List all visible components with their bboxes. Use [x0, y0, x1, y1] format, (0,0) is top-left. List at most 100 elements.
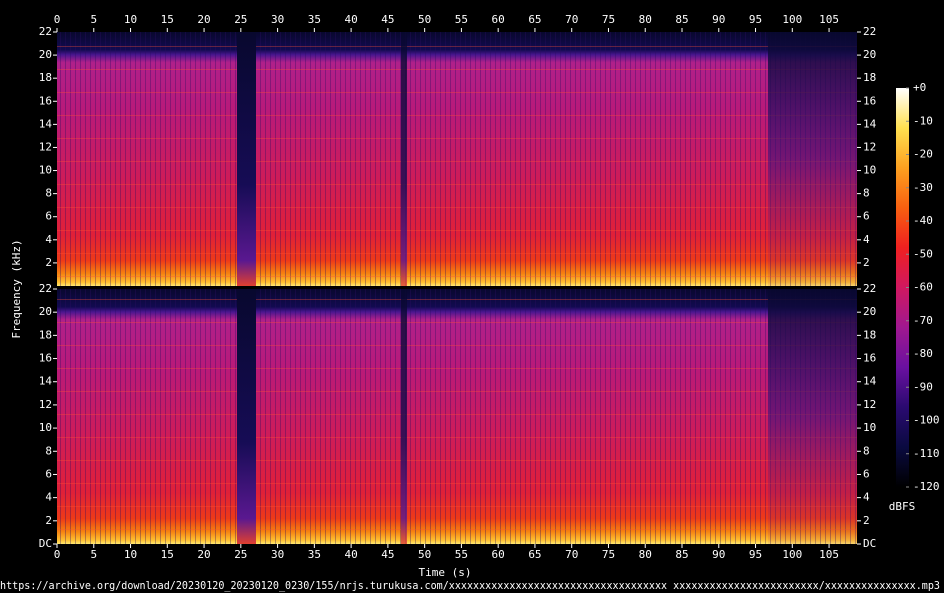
y-tick-label: DC — [863, 537, 876, 550]
x-tick-label: 30 — [271, 13, 284, 26]
x-tick-label: 50 — [418, 548, 431, 561]
y-tick-label: 18 — [39, 328, 52, 341]
y-tick-label: 16 — [863, 94, 876, 107]
x-tick-label: 45 — [381, 13, 394, 26]
x-tick-label: 10 — [124, 548, 137, 561]
x-tick-label: 60 — [492, 13, 505, 26]
y-tick-label: 22 — [863, 25, 876, 38]
x-tick-label: 0 — [54, 548, 61, 561]
x-tick-label: 40 — [344, 13, 357, 26]
colorbar-tick-label: -90 — [913, 380, 933, 393]
x-tick-label: 0 — [54, 13, 61, 26]
x-tick-label: 70 — [565, 548, 578, 561]
y-tick-label: 8 — [863, 187, 870, 200]
y-tick-label: 20 — [39, 48, 52, 61]
y-tick-label: 12 — [39, 140, 52, 153]
y-tick-label: 6 — [863, 210, 870, 223]
colorbar-tick-label: -30 — [913, 181, 933, 194]
y-tick-label: 22 — [39, 282, 52, 295]
colorbar-tick-label: -50 — [913, 247, 933, 260]
x-tick-label: 25 — [234, 548, 247, 561]
x-tick-label: 85 — [675, 548, 688, 561]
x-tick-label: 75 — [602, 548, 615, 561]
y-tick-label: 2 — [863, 514, 870, 527]
x-tick-label: 105 — [819, 548, 839, 561]
colorbar-tick-label: -20 — [913, 148, 933, 161]
x-tick-label: 20 — [197, 13, 210, 26]
y-tick-label: 18 — [863, 71, 876, 84]
colorbar-label: dBFS — [889, 500, 916, 513]
y-tick-label: 16 — [863, 352, 876, 365]
colorbar-tick-label: -80 — [913, 347, 933, 360]
y-tick-label: 4 — [863, 491, 870, 504]
spectrogram-image — [57, 32, 857, 286]
y-tick-label: 10 — [863, 421, 876, 434]
y-axis-title: Frequency (kHz) — [10, 239, 23, 338]
y-tick-label: 8 — [863, 444, 870, 457]
y-tick-label: 4 — [45, 233, 52, 246]
y-tick-label: DC — [39, 537, 52, 550]
x-tick-label: 90 — [712, 548, 725, 561]
x-tick-label: 5 — [90, 13, 97, 26]
spectrogram-panels — [57, 32, 857, 544]
x-tick-label: 55 — [455, 13, 468, 26]
x-tick-label: 70 — [565, 13, 578, 26]
x-tick-label: 95 — [749, 13, 762, 26]
y-tick-label: 12 — [863, 140, 876, 153]
x-tick-label: 75 — [602, 13, 615, 26]
y-tick-label: 20 — [39, 305, 52, 318]
colorbar-tick-label: -110 — [913, 447, 940, 460]
colorbar-tick-label: -60 — [913, 281, 933, 294]
x-tick-label: 10 — [124, 13, 137, 26]
y-tick-label: 6 — [45, 210, 52, 223]
source-url: https://archive.org/download/20230120_20… — [0, 579, 940, 592]
y-tick-label: 20 — [863, 48, 876, 61]
y-tick-label: 6 — [45, 467, 52, 480]
y-tick-label: 12 — [39, 398, 52, 411]
x-tick-label: 85 — [675, 13, 688, 26]
colorbar-tick-label: -40 — [913, 214, 933, 227]
y-tick-label: 8 — [45, 444, 52, 457]
spectrogram-image — [57, 289, 857, 544]
colorbar-tick-label: -10 — [913, 114, 933, 127]
y-tick-label: 4 — [863, 233, 870, 246]
y-tick-label: 14 — [863, 117, 877, 130]
y-tick-label: 16 — [39, 94, 52, 107]
y-tick-label: 10 — [39, 164, 52, 177]
y-tick-label: 14 — [39, 117, 53, 130]
y-tick-label: 2 — [863, 256, 870, 269]
x-tick-label: 40 — [344, 548, 357, 561]
x-tick-label: 80 — [639, 13, 652, 26]
x-tick-label: 95 — [749, 548, 762, 561]
x-tick-label: 35 — [308, 548, 321, 561]
y-tick-label: 10 — [863, 164, 876, 177]
x-tick-label: 105 — [819, 13, 839, 26]
x-tick-label: 65 — [528, 13, 541, 26]
colorbar-tick-label: -100 — [913, 414, 940, 427]
x-tick-label: 60 — [492, 548, 505, 561]
y-tick-label: 22 — [39, 25, 52, 38]
x-tick-label: 35 — [308, 13, 321, 26]
colorbar-tick-label: -120 — [913, 480, 940, 493]
y-tick-label: 22 — [863, 282, 876, 295]
x-tick-label: 50 — [418, 13, 431, 26]
y-tick-label: 6 — [863, 467, 870, 480]
x-tick-label: 15 — [161, 13, 174, 26]
x-tick-label: 5 — [90, 548, 97, 561]
y-tick-label: 20 — [863, 305, 876, 318]
x-tick-label: 65 — [528, 548, 541, 561]
y-tick-label: 10 — [39, 421, 52, 434]
x-tick-label: 25 — [234, 13, 247, 26]
x-tick-label: 45 — [381, 548, 394, 561]
y-tick-label: 4 — [45, 491, 52, 504]
y-tick-label: 18 — [863, 328, 876, 341]
x-axis-title: Time (s) — [419, 566, 472, 579]
y-tick-label: 12 — [863, 398, 876, 411]
x-tick-label: 100 — [782, 548, 802, 561]
colorbar-tick-label: +0 — [913, 81, 926, 94]
y-tick-label: 2 — [45, 256, 52, 269]
x-tick-label: 90 — [712, 13, 725, 26]
x-tick-label: 80 — [639, 548, 652, 561]
